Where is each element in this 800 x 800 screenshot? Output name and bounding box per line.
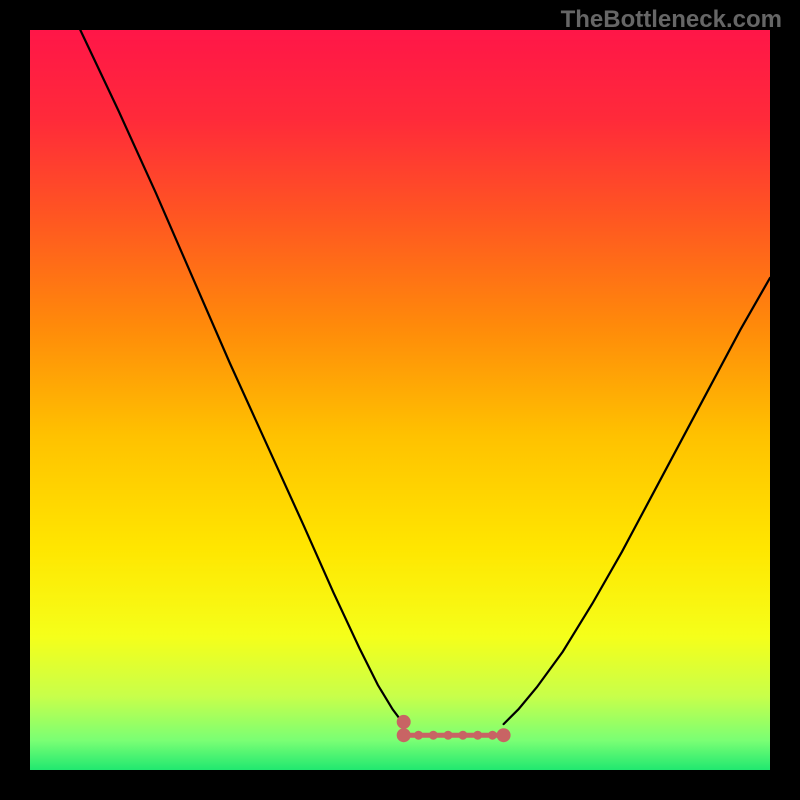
- plot-area: [30, 30, 770, 770]
- watermark-text: TheBottleneck.com: [561, 6, 782, 34]
- bottom-markers: [397, 715, 511, 742]
- chart-frame: TheBottleneck.com: [0, 0, 800, 800]
- curve-right: [504, 278, 770, 724]
- bottleneck-curve: [30, 30, 770, 770]
- curve-left: [80, 30, 403, 724]
